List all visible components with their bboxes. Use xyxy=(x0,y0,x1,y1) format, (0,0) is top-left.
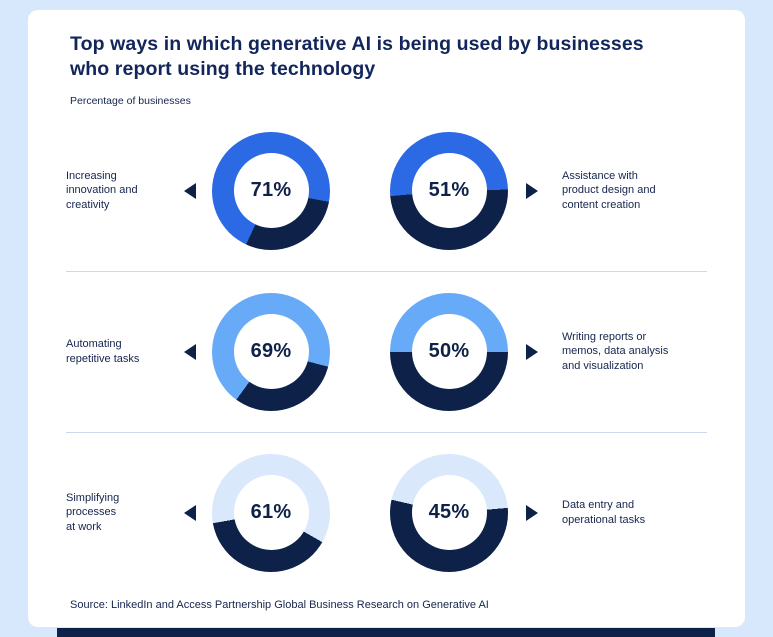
row1-right-label: Assistance with product design and conte… xyxy=(562,169,656,212)
donut-50: 50% xyxy=(390,292,508,411)
source-attribution: Source: LinkedIn and Access Partnership … xyxy=(70,598,489,611)
donut-hole: 51% xyxy=(411,153,487,229)
arrow-left-icon xyxy=(184,504,196,521)
row1-right-arrow-wrap xyxy=(508,182,556,199)
row3-right-arrow-wrap xyxy=(508,504,556,521)
donut-hole: 61% xyxy=(233,475,309,551)
donut-value: 45% xyxy=(428,501,470,524)
chart-row-1: Increasing innovation and creativity 71%… xyxy=(64,111,709,271)
donut-value: 71% xyxy=(250,179,292,202)
donut-value: 61% xyxy=(250,501,292,524)
donut-value: 51% xyxy=(428,179,470,202)
row2-right-arrow-wrap xyxy=(508,343,556,360)
donut-71: 71% xyxy=(212,131,330,250)
row3-right-label: Data entry and operational tasks xyxy=(562,499,646,526)
arrow-left-icon xyxy=(184,182,196,199)
row3-left-arrow-wrap xyxy=(168,504,212,521)
donut-hole: 45% xyxy=(411,475,487,551)
donut-value: 69% xyxy=(250,340,292,363)
chart-title: Top ways in which generative AI is being… xyxy=(70,33,644,80)
bottom-navy-bar xyxy=(57,628,715,637)
chart-subtitle: Percentage of businesses xyxy=(70,94,191,107)
chart-row-2: Automating repetitive tasks 69% 50% Writ… xyxy=(64,272,709,432)
donut-51: 51% xyxy=(390,131,508,250)
chart-row-3: Simplifying processes at work 61% 45% Da… xyxy=(64,433,709,593)
arrow-left-icon xyxy=(184,343,196,360)
row1-left-arrow-wrap xyxy=(168,182,212,199)
chart-rows: Increasing innovation and creativity 71%… xyxy=(64,111,709,593)
chart-card: Top ways in which generative AI is being… xyxy=(28,10,745,627)
row3-left-label: Simplifying processes at work xyxy=(66,491,120,534)
row2-left-arrow-wrap xyxy=(168,343,212,360)
arrow-right-icon xyxy=(526,182,538,199)
donut-hole: 50% xyxy=(411,314,487,390)
arrow-right-icon xyxy=(526,343,538,360)
arrow-right-icon xyxy=(526,504,538,521)
donut-69: 69% xyxy=(212,292,330,411)
row1-left-label: Increasing innovation and creativity xyxy=(66,169,138,212)
donut-hole: 71% xyxy=(233,153,309,229)
row-separator xyxy=(66,431,707,433)
donut-hole: 69% xyxy=(233,314,309,390)
row2-right-label: Writing reports or memos, data analysis … xyxy=(562,330,669,373)
row2-left-label: Automating repetitive tasks xyxy=(66,338,140,365)
donut-61: 61% xyxy=(212,453,330,572)
donut-45: 45% xyxy=(390,453,508,572)
donut-value: 50% xyxy=(428,340,470,363)
row-separator xyxy=(66,270,707,272)
